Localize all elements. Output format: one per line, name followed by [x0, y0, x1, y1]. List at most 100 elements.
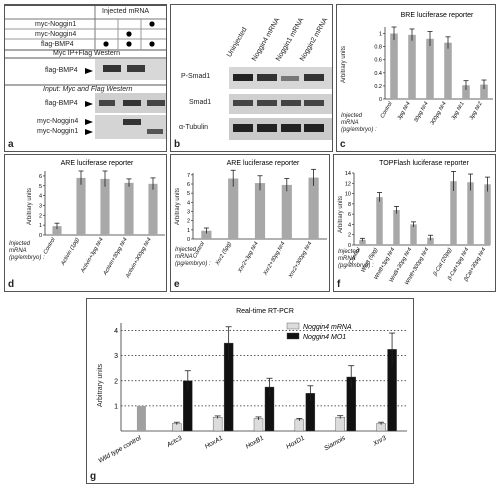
blot2-band-noggin4: myc-Noggin4 [37, 118, 79, 125]
bar [450, 181, 457, 245]
bar [124, 182, 134, 235]
chart-c: BRE luciferase reporter 0 0.2 0.4 0.6 0.8 1 Con… [374, 12, 493, 126]
bar [408, 34, 416, 99]
y-tick-label: 3 [187, 210, 190, 216]
bar [484, 184, 491, 245]
panel-g-label: g [90, 471, 97, 482]
chart-e-injected: Injected mRNA (pg/embryo) : [175, 247, 211, 267]
y-tick-label: 0.4 [374, 71, 382, 77]
y-tick-label: 2 [114, 378, 118, 385]
y-tick-label: 0 [187, 237, 190, 243]
y-tick-label: 4 [39, 194, 42, 200]
bar [393, 210, 400, 245]
bar [281, 184, 292, 239]
y-tick-label: 2 [39, 213, 42, 219]
panel-b: Uninjected Noggin4 mRNA Noggin1 mRNA Nog… [170, 4, 333, 152]
presence-dot [149, 41, 155, 47]
y-tick-label: 2 [348, 233, 351, 239]
injected-mrna-header: Injected mRNA [102, 8, 150, 15]
bar [444, 42, 452, 99]
presence-dot [103, 41, 109, 47]
y-tick-label: 1 [114, 403, 118, 410]
chart-g-ylabel: Arbitrary units [97, 363, 104, 407]
y-tick-label: 8 [348, 202, 351, 208]
category-label: Activin+300pg Nr4 [124, 237, 152, 280]
blot1-band-label: flag-BMP4 [45, 67, 78, 74]
chart-d-injected: Injected mRNA (pg/embryo) : [9, 241, 45, 261]
chart-title: ARE luciferase reporter [61, 160, 134, 167]
y-tick-label: 1 [39, 223, 42, 229]
blot1-title: Myc IP+Flag Western [53, 50, 120, 57]
panel-e: ARE luciferase reporter 0 1 2 3 4 5 6 7 Control Xn… [170, 154, 330, 292]
y-tick-label: 4 [114, 328, 118, 335]
category-label: Control [380, 100, 394, 119]
chart-title: BRE luciferase reporter [401, 12, 474, 19]
category-label: Activin (1pg) [60, 237, 81, 267]
panel-a: Injected mRNA myc-Noggin1 myc-Noggin4 fl… [4, 4, 167, 152]
y-tick-label: 6 [348, 212, 351, 218]
y-tick-label: 0.2 [374, 84, 382, 90]
psmad1-blot [229, 67, 332, 89]
panel-f-label: f [337, 279, 341, 290]
panel-d: ARE luciferase reporter 0 1 2 3 4 5 6 Control Act… [4, 154, 167, 292]
panel-b-figure [229, 67, 332, 140]
panel-d-label: d [8, 279, 15, 290]
bar [100, 178, 110, 235]
y-tick-label: 5 [187, 191, 190, 197]
row-label-noggin1: myc-Noggin1 [35, 21, 77, 28]
presence-dot [149, 21, 155, 27]
y-tick-label: 4 [348, 222, 351, 228]
y-tick-label: 2 [187, 219, 190, 225]
bar [359, 239, 366, 245]
category-label: Activin+30pg Nr4 [102, 237, 129, 277]
blot2-title: Input: Myc and Flag Western [43, 86, 133, 93]
bar [76, 177, 86, 235]
category-label: Wild type control [97, 434, 143, 464]
y-tick-label: 5 [39, 184, 42, 190]
category-label: Xnr2+3pg Nr4 [237, 241, 260, 275]
bar-mrna [212, 416, 223, 432]
input-blot-noggin [95, 115, 166, 139]
legend-swatch [286, 332, 300, 340]
band-label-psmad1: P-Smad1 [181, 73, 211, 80]
bar [148, 183, 158, 235]
y-tick-label: 7 [187, 173, 190, 179]
category-label: Activin+3pg Nr4 [80, 237, 105, 275]
bar [462, 85, 470, 99]
panel-f: TOPFlash luciferase reporter 0 2 4 6 8 10 12 14 C… [333, 154, 496, 292]
category-label: Xnr2 (5pg) [214, 241, 233, 268]
panel-a-label: a [8, 139, 14, 150]
legend-label: Noggin4 MO1 [303, 334, 346, 341]
band-label-smad1: Smad1 [189, 99, 212, 106]
bar [480, 84, 488, 99]
bar [426, 38, 434, 99]
chart-title: ARE luciferase reporter [227, 160, 300, 167]
category-label: Actc3 [165, 434, 184, 449]
y-tick-label: 1 [379, 32, 382, 38]
y-tick-label: 6 [39, 174, 42, 180]
legend-label: Noggin4 mRNA [303, 324, 352, 331]
presence-dot [126, 41, 132, 47]
category-label: 30pg Nr4 [413, 101, 430, 124]
y-tick-label: 6 [187, 182, 190, 188]
chart-title: TOPFlash luciferase reporter [379, 160, 469, 167]
row-label-noggin4: myc-Noggin4 [35, 31, 77, 38]
category-label: 3pg Nr2 [469, 101, 484, 121]
bar [254, 183, 266, 239]
chart-e-ylabel: Arbitrary units [175, 187, 181, 225]
category-label: HoxB1 [245, 434, 266, 450]
y-tick-label: 0 [379, 97, 382, 103]
y-tick-label: 0.6 [374, 58, 382, 64]
tubulin-blot [229, 118, 332, 140]
bar-mrna [294, 419, 305, 432]
panel-e-label: e [174, 279, 180, 290]
category-label: HoxA1 [204, 434, 225, 450]
y-tick-label: 12 [345, 181, 351, 187]
y-tick-label: 4 [187, 200, 190, 206]
panel-b-label: b [174, 139, 181, 150]
y-tick-label: 3 [39, 203, 42, 209]
panel-a-figure [5, 5, 166, 139]
category-label: 3pg Nr1 [451, 101, 466, 121]
legend-swatch [286, 322, 300, 330]
